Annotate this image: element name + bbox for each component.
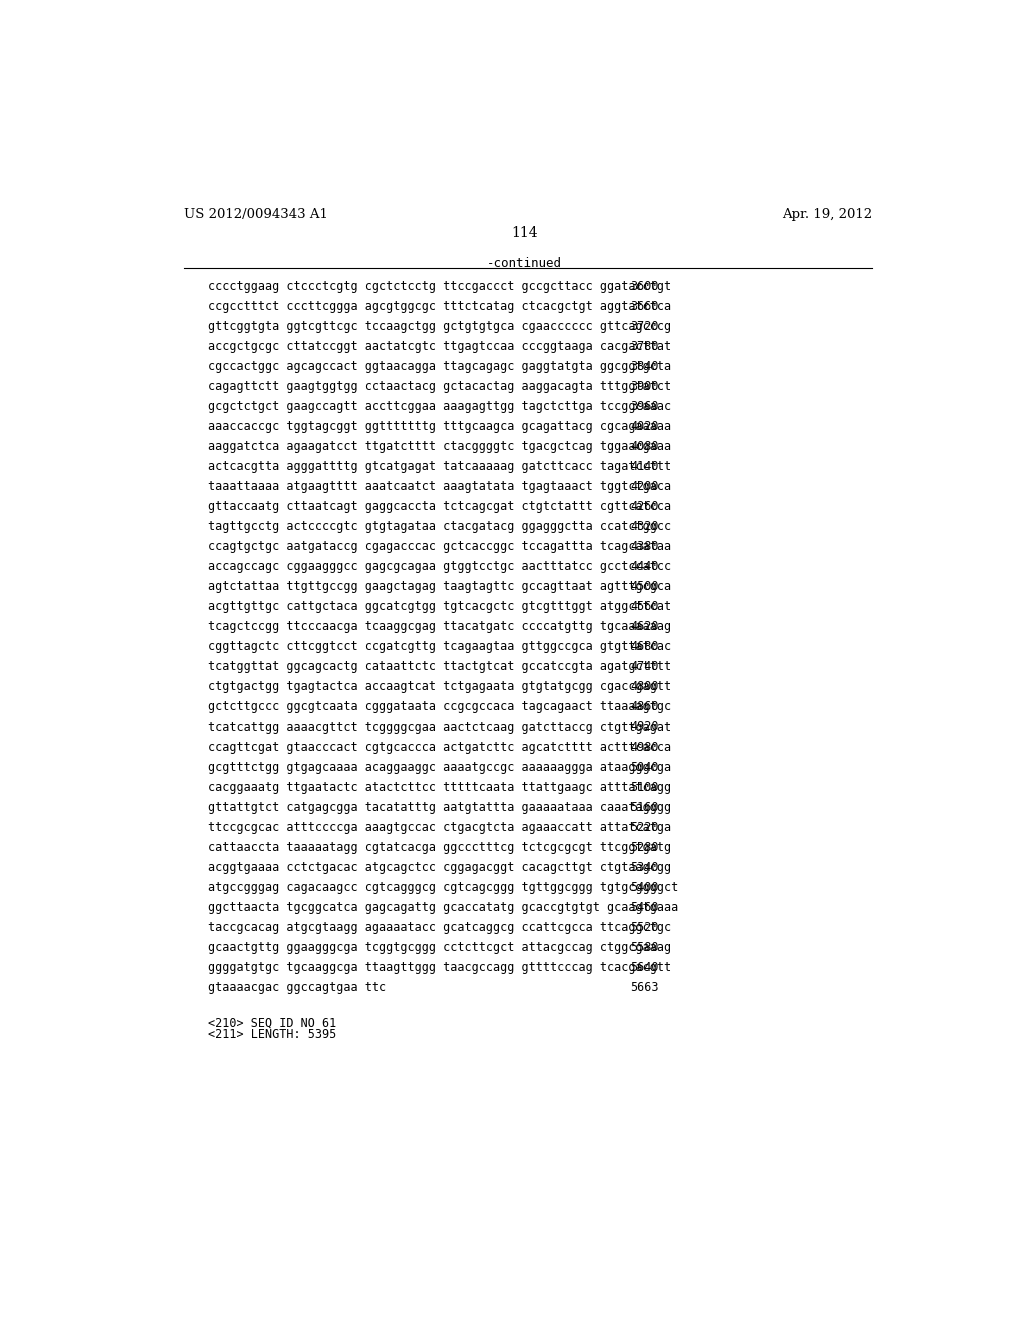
- Text: 3840: 3840: [630, 360, 658, 374]
- Text: gcaactgttg ggaagggcga tcggtgcggg cctcttcgct attacgccag ctggcgaaag: gcaactgttg ggaagggcga tcggtgcggg cctcttc…: [208, 941, 671, 954]
- Text: gttcggtgta ggtcgttcgc tccaagctgg gctgtgtgca cgaacccccc gttcagcccg: gttcggtgta ggtcgttcgc tccaagctgg gctgtgt…: [208, 321, 671, 333]
- Text: 4980: 4980: [630, 741, 658, 754]
- Text: 5160: 5160: [630, 800, 658, 813]
- Text: tagttgcctg actccccgtc gtgtagataa ctacgatacg ggagggctta ccatctggcc: tagttgcctg actccccgtc gtgtagataa ctacgat…: [208, 520, 671, 533]
- Text: 5460: 5460: [630, 900, 658, 913]
- Text: cccctggaag ctccctcgtg cgctctcctg ttccgaccct gccgcttacc ggatacctgt: cccctggaag ctccctcgtg cgctctcctg ttccgac…: [208, 280, 671, 293]
- Text: 5663: 5663: [630, 981, 658, 994]
- Text: <211> LENGTH: 5395: <211> LENGTH: 5395: [208, 1028, 336, 1040]
- Text: accagccagc cggaagggcc gagcgcagaa gtggtcctgc aactttatcc gcctccatcc: accagccagc cggaagggcc gagcgcagaa gtggtcc…: [208, 561, 671, 573]
- Text: cattaaccta taaaaatagg cgtatcacga ggccctttcg tctcgcgcgt ttcggtgatg: cattaaccta taaaaatagg cgtatcacga ggccctt…: [208, 841, 671, 854]
- Text: 5280: 5280: [630, 841, 658, 854]
- Text: gttaccaatg cttaatcagt gaggcaccta tctcagcgat ctgtctattt cgttcatcca: gttaccaatg cttaatcagt gaggcaccta tctcagc…: [208, 500, 671, 513]
- Text: 4140: 4140: [630, 461, 658, 474]
- Text: 5640: 5640: [630, 961, 658, 974]
- Text: atgccgggag cagacaagcc cgtcagggcg cgtcagcggg tgttggcggg tgtgcggggct: atgccgggag cagacaagcc cgtcagggcg cgtcagc…: [208, 880, 678, 894]
- Text: tcatggttat ggcagcactg cataattctc ttactgtcat gccatccgta agatgctttt: tcatggttat ggcagcactg cataattctc ttactgt…: [208, 660, 671, 673]
- Text: 4860: 4860: [630, 701, 658, 714]
- Text: tcatcattgg aaaacgttct tcggggcgaa aactctcaag gatcttaccg ctgttgagat: tcatcattgg aaaacgttct tcggggcgaa aactctc…: [208, 721, 671, 734]
- Text: 3900: 3900: [630, 380, 658, 393]
- Text: ccagttcgat gtaacccact cgtgcaccca actgatcttc agcatctttt actttcacca: ccagttcgat gtaacccact cgtgcaccca actgatc…: [208, 741, 671, 754]
- Text: 4500: 4500: [630, 581, 658, 594]
- Text: gctcttgccc ggcgtcaata cgggataata ccgcgccaca tagcagaact ttaaaagtgc: gctcttgccc ggcgtcaata cgggataata ccgcgcc…: [208, 701, 671, 714]
- Text: ccagtgctgc aatgataccg cgagacccac gctcaccggc tccagattta tcagcaataa: ccagtgctgc aatgataccg cgagacccac gctcacc…: [208, 540, 671, 553]
- Text: 4740: 4740: [630, 660, 658, 673]
- Text: 4080: 4080: [630, 441, 658, 453]
- Text: gtaaaacgac ggccagtgaa ttc: gtaaaacgac ggccagtgaa ttc: [208, 981, 386, 994]
- Text: 5400: 5400: [630, 880, 658, 894]
- Text: 5040: 5040: [630, 760, 658, 774]
- Text: <210> SEQ ID NO 61: <210> SEQ ID NO 61: [208, 1016, 336, 1030]
- Text: 3600: 3600: [630, 280, 658, 293]
- Text: Apr. 19, 2012: Apr. 19, 2012: [782, 209, 872, 222]
- Text: 4680: 4680: [630, 640, 658, 653]
- Text: ctgtgactgg tgagtactca accaagtcat tctgagaata gtgtatgcgg cgaccgagtt: ctgtgactgg tgagtactca accaagtcat tctgaga…: [208, 681, 671, 693]
- Text: 3960: 3960: [630, 400, 658, 413]
- Text: 114: 114: [511, 226, 539, 240]
- Text: US 2012/0094343 A1: US 2012/0094343 A1: [183, 209, 328, 222]
- Text: 4440: 4440: [630, 561, 658, 573]
- Text: tcagctccgg ttcccaacga tcaaggcgag ttacatgatc ccccatgttg tgcaaaaaag: tcagctccgg ttcccaacga tcaaggcgag ttacatg…: [208, 620, 671, 634]
- Text: taaattaaaa atgaagtttt aaatcaatct aaagtatata tgagtaaact tggtctgaca: taaattaaaa atgaagtttt aaatcaatct aaagtat…: [208, 480, 671, 494]
- Text: aaaccaccgc tggtagcggt ggtttttttg tttgcaagca gcagattacg cgcagaaaaa: aaaccaccgc tggtagcggt ggtttttttg tttgcaa…: [208, 420, 671, 433]
- Text: 4320: 4320: [630, 520, 658, 533]
- Text: gttattgtct catgagcgga tacatatttg aatgtattta gaaaaataaa caaatagggg: gttattgtct catgagcgga tacatatttg aatgtat…: [208, 800, 671, 813]
- Text: 4620: 4620: [630, 620, 658, 634]
- Text: accgctgcgc cttatccggt aactatcgtc ttgagtccaa cccggtaaga cacgacttat: accgctgcgc cttatccggt aactatcgtc ttgagtc…: [208, 341, 671, 354]
- Text: acgttgttgc cattgctaca ggcatcgtgg tgtcacgctc gtcgtttggt atggcttcat: acgttgttgc cattgctaca ggcatcgtgg tgtcacg…: [208, 601, 671, 614]
- Text: taccgcacag atgcgtaagg agaaaatacc gcatcaggcg ccattcgcca ttcaggctgc: taccgcacag atgcgtaagg agaaaatacc gcatcag…: [208, 921, 671, 933]
- Text: 4560: 4560: [630, 601, 658, 614]
- Text: gcgctctgct gaagccagtt accttcggaa aaagagttgg tagctcttga tccggcaaac: gcgctctgct gaagccagtt accttcggaa aaagagt…: [208, 400, 671, 413]
- Text: cacggaaatg ttgaatactc atactcttcc tttttcaata ttattgaagc atttatcagg: cacggaaatg ttgaatactc atactcttcc tttttca…: [208, 780, 671, 793]
- Text: 5340: 5340: [630, 861, 658, 874]
- Text: 4260: 4260: [630, 500, 658, 513]
- Text: 5220: 5220: [630, 821, 658, 834]
- Text: 3660: 3660: [630, 300, 658, 313]
- Text: 4020: 4020: [630, 420, 658, 433]
- Text: aaggatctca agaagatcct ttgatctttt ctacggggtc tgacgctcag tggaacgaaa: aaggatctca agaagatcct ttgatctttt ctacggg…: [208, 441, 671, 453]
- Text: cggttagctc cttcggtcct ccgatcgttg tcagaagtaa gttggccgca gtgttatcac: cggttagctc cttcggtcct ccgatcgttg tcagaag…: [208, 640, 671, 653]
- Text: ttccgcgcac atttccccga aaagtgccac ctgacgtcta agaaaccatt attatcatga: ttccgcgcac atttccccga aaagtgccac ctgacgt…: [208, 821, 671, 834]
- Text: agtctattaa ttgttgccgg gaagctagag taagtagttc gccagttaat agtttgcgca: agtctattaa ttgttgccgg gaagctagag taagtag…: [208, 581, 671, 594]
- Text: ggggatgtgc tgcaaggcga ttaagttggg taacgccagg gttttcccag tcacgacgtt: ggggatgtgc tgcaaggcga ttaagttggg taacgcc…: [208, 961, 671, 974]
- Text: 4800: 4800: [630, 681, 658, 693]
- Text: ccgcctttct cccttcggga agcgtggcgc tttctcatag ctcacgctgt aggtatctca: ccgcctttct cccttcggga agcgtggcgc tttctca…: [208, 300, 671, 313]
- Text: 5520: 5520: [630, 921, 658, 933]
- Text: gcgtttctgg gtgagcaaaa acaggaaggc aaaatgccgc aaaaaaggga ataagggcga: gcgtttctgg gtgagcaaaa acaggaaggc aaaatgc…: [208, 760, 671, 774]
- Text: 4200: 4200: [630, 480, 658, 494]
- Text: ggcttaacta tgcggcatca gagcagattg gcaccatatg gcaccgtgtgt gcaagtgaaa: ggcttaacta tgcggcatca gagcagattg gcaccat…: [208, 900, 678, 913]
- Text: actcacgtta agggattttg gtcatgagat tatcaaaaag gatcttcacc tagatccttt: actcacgtta agggattttg gtcatgagat tatcaaa…: [208, 461, 671, 474]
- Text: 5100: 5100: [630, 780, 658, 793]
- Text: 4380: 4380: [630, 540, 658, 553]
- Text: 3780: 3780: [630, 341, 658, 354]
- Text: 4920: 4920: [630, 721, 658, 734]
- Text: cagagttctt gaagtggtgg cctaactacg gctacactag aaggacagta tttggtatct: cagagttctt gaagtggtgg cctaactacg gctacac…: [208, 380, 671, 393]
- Text: 5580: 5580: [630, 941, 658, 954]
- Text: 3720: 3720: [630, 321, 658, 333]
- Text: acggtgaaaa cctctgacac atgcagctcc cggagacggt cacagcttgt ctgtaagcgg: acggtgaaaa cctctgacac atgcagctcc cggagac…: [208, 861, 671, 874]
- Text: -continued: -continued: [487, 257, 562, 271]
- Text: cgccactggc agcagccact ggtaacagga ttagcagagc gaggtatgta ggcggtgcta: cgccactggc agcagccact ggtaacagga ttagcag…: [208, 360, 671, 374]
